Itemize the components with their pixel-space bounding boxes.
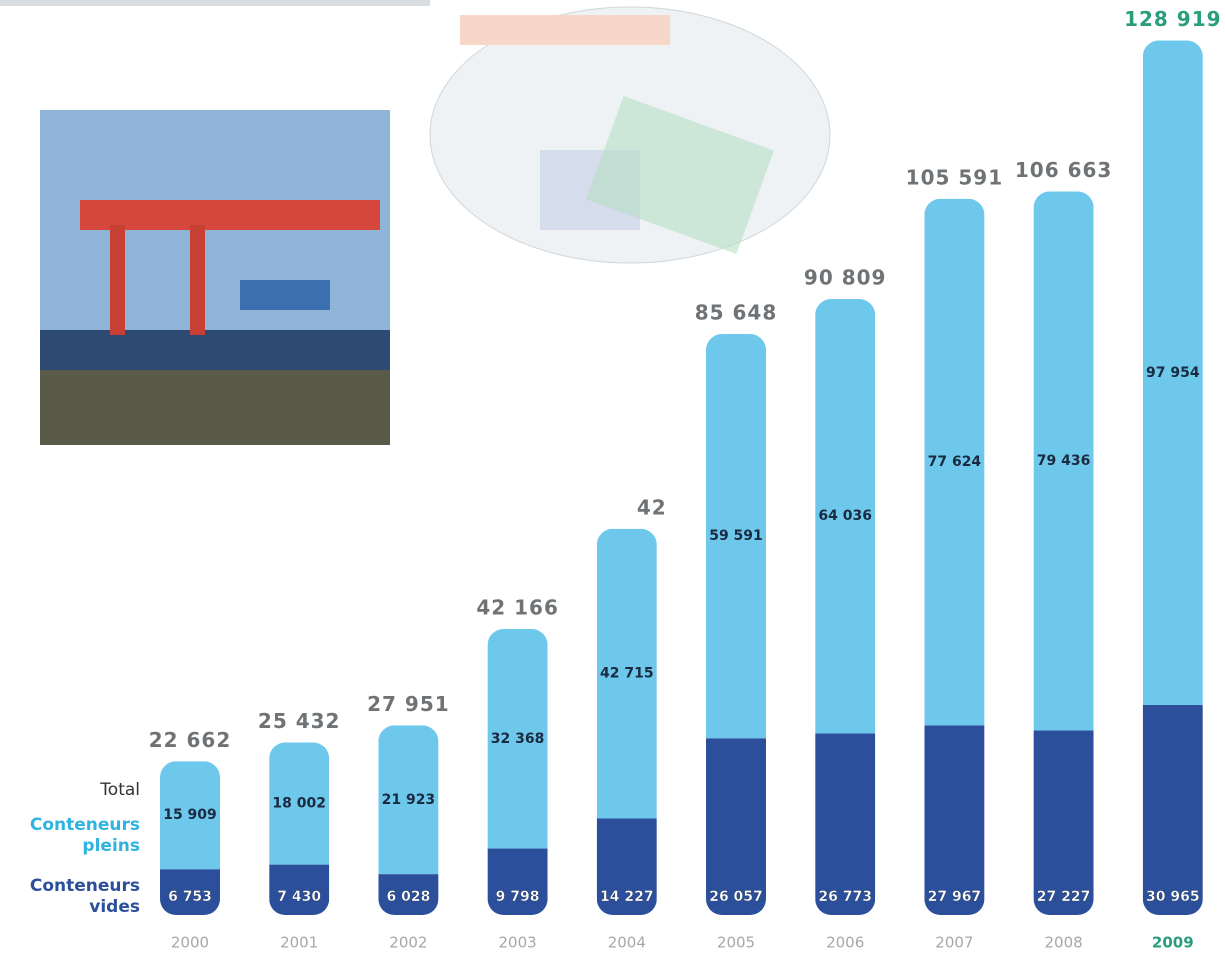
bar-segment bbox=[160, 869, 220, 915]
total-label: 105 591 bbox=[906, 165, 1003, 189]
x-tick-label: 2002 bbox=[389, 934, 427, 952]
bar-group bbox=[1033, 191, 1094, 915]
bar-segment bbox=[924, 198, 985, 726]
bar-group bbox=[706, 334, 766, 915]
value-label: 6 753 bbox=[168, 889, 212, 905]
bar-segment bbox=[596, 528, 657, 819]
value-label: 59 591 bbox=[709, 528, 763, 544]
bar-segment bbox=[160, 761, 220, 870]
bar-group bbox=[815, 299, 876, 915]
x-tick-label: 2008 bbox=[1045, 934, 1083, 952]
bar-group bbox=[487, 628, 548, 915]
value-label: 26 057 bbox=[709, 889, 763, 905]
value-label: 21 923 bbox=[382, 792, 436, 808]
value-label: 42 715 bbox=[600, 666, 654, 682]
x-tick-label: 2001 bbox=[280, 934, 318, 952]
value-label: 26 773 bbox=[818, 889, 872, 905]
x-tick-label: 2007 bbox=[935, 934, 973, 952]
bar-group bbox=[160, 761, 220, 915]
value-label: 97 954 bbox=[1146, 365, 1200, 381]
total-label: 42 166 bbox=[476, 595, 559, 619]
bar-group bbox=[1142, 40, 1203, 915]
value-label: 7 430 bbox=[277, 889, 321, 905]
x-tick-label: 2003 bbox=[499, 934, 537, 952]
bar-group bbox=[378, 725, 439, 915]
total-label: 90 809 bbox=[804, 266, 887, 290]
value-label: 6 028 bbox=[386, 889, 430, 905]
bar-segment bbox=[706, 738, 766, 915]
bar-segment bbox=[378, 874, 439, 915]
bar-segment bbox=[269, 864, 330, 915]
value-label: 32 368 bbox=[491, 731, 545, 747]
bar-segment bbox=[1033, 191, 1094, 731]
legend-entry: Conteneurs pleins bbox=[29, 815, 140, 856]
total-label: 85 648 bbox=[695, 301, 778, 325]
bar-group bbox=[596, 528, 657, 915]
value-label: 77 624 bbox=[928, 454, 982, 470]
total-label: 22 662 bbox=[149, 728, 232, 752]
value-label: 30 965 bbox=[1146, 889, 1200, 905]
bar-segment bbox=[924, 725, 985, 915]
value-label: 15 909 bbox=[163, 807, 217, 823]
sketch bbox=[429, 6, 831, 264]
value-label: 79 436 bbox=[1037, 453, 1091, 469]
value-label: 64 036 bbox=[818, 508, 872, 524]
total-label: 25 432 bbox=[258, 709, 341, 733]
total-label: 106 663 bbox=[1015, 158, 1112, 182]
photo bbox=[40, 110, 390, 445]
bar-group bbox=[269, 742, 330, 915]
top-strip bbox=[0, 0, 430, 6]
x-tick-label: 2006 bbox=[826, 934, 864, 952]
bar-group bbox=[924, 198, 985, 915]
bar-segment bbox=[596, 818, 657, 915]
legend-entry: Conteneurs vides bbox=[29, 876, 140, 917]
bar-segment bbox=[815, 299, 876, 734]
bar-segment bbox=[815, 733, 876, 915]
x-tick-label: 2000 bbox=[171, 934, 209, 952]
x-tick-label: 2004 bbox=[608, 934, 646, 952]
value-label: 14 227 bbox=[600, 889, 654, 905]
value-label: 9 798 bbox=[496, 889, 540, 905]
x-tick-label: 2009 bbox=[1152, 934, 1194, 952]
x-tick-label: 2005 bbox=[717, 934, 755, 952]
value-label: 27 967 bbox=[928, 889, 982, 905]
bar-segment bbox=[1142, 40, 1203, 705]
value-label: 18 002 bbox=[272, 796, 326, 812]
bar-segment bbox=[378, 725, 439, 875]
bar-segment bbox=[487, 628, 548, 849]
total-label: 42 bbox=[637, 495, 667, 519]
total-label: 128 919 bbox=[1124, 7, 1221, 31]
bar-segment bbox=[706, 334, 766, 739]
value-label: 27 227 bbox=[1037, 889, 1091, 905]
bar-segment bbox=[487, 848, 548, 915]
bar-segment bbox=[269, 742, 330, 865]
legend-total: Total bbox=[100, 780, 140, 800]
total-label: 27 951 bbox=[367, 692, 450, 716]
bar-segment bbox=[1142, 704, 1203, 915]
bar-segment bbox=[1033, 730, 1094, 915]
